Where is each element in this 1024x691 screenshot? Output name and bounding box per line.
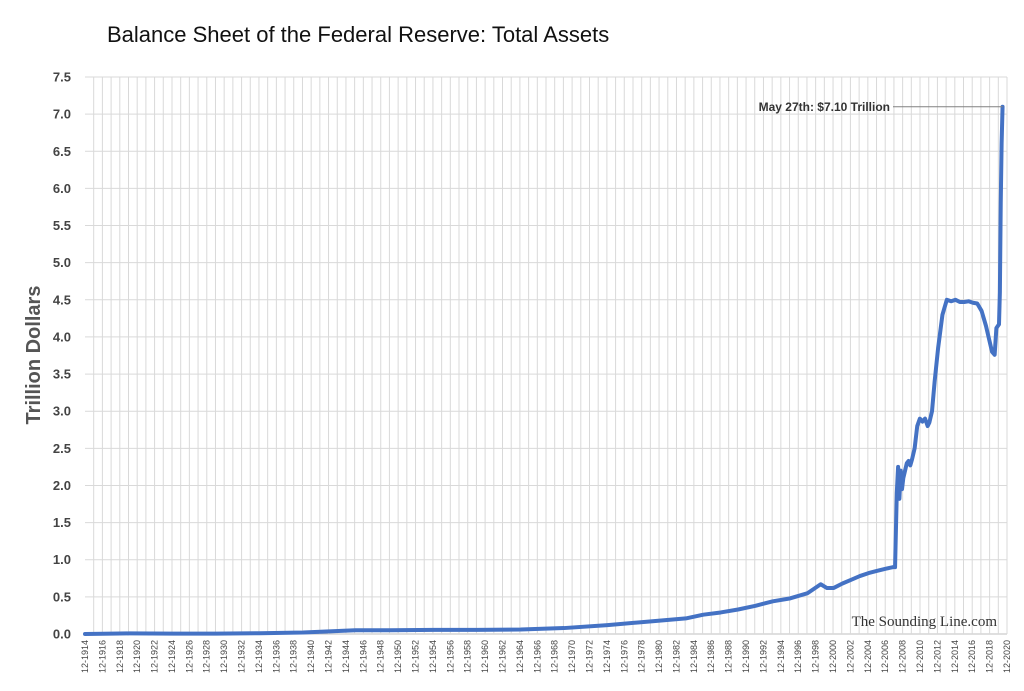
x-tick-label: 12-2008 — [898, 640, 908, 673]
watermark-text: The Sounding Line.com — [852, 614, 998, 630]
x-axis-ticks: 12-1914 12-1916 12-1918 12-1920 12-1922 12-19… — [80, 640, 1012, 673]
y-tick-label: 3.5 — [53, 367, 71, 382]
x-tick-label: 12-1984 — [689, 640, 699, 673]
x-tick-label: 12-1922 — [150, 640, 160, 673]
x-tick-label: 12-1980 — [654, 640, 664, 673]
y-tick-label: 7.5 — [53, 70, 71, 85]
annotation-layer: May 27th: $7.10 Trillion — [759, 100, 1003, 114]
x-tick-label: 12-1944 — [341, 640, 351, 673]
x-tick-label: 12-1952 — [410, 640, 420, 673]
x-tick-label: 12-1964 — [515, 640, 525, 673]
x-tick-label: 12-1950 — [393, 640, 403, 673]
x-tick-label: 12-1954 — [428, 640, 438, 673]
y-axis-label: Trillion Dollars — [23, 286, 45, 425]
x-tick-label: 12-2018 — [985, 640, 995, 673]
series-layer — [83, 104, 1005, 636]
x-tick-label: 12-1924 — [167, 640, 177, 673]
y-tick-label: 1.5 — [53, 515, 71, 530]
x-tick-label: 12-1988 — [724, 640, 734, 673]
y-tick-label: 2.5 — [53, 441, 71, 456]
y-tick-label: 5.0 — [53, 255, 71, 270]
x-tick-label: 12-2012 — [932, 640, 942, 673]
x-tick-label: 12-1920 — [132, 640, 142, 673]
x-tick-label: 12-2004 — [863, 640, 873, 673]
y-tick-label: 1.0 — [53, 552, 71, 567]
x-tick-label: 12-2000 — [828, 640, 838, 673]
x-tick-label: 12-1914 — [80, 640, 90, 673]
x-tick-label: 12-2014 — [950, 640, 960, 673]
x-tick-label: 12-1960 — [480, 640, 490, 673]
x-tick-label: 12-1958 — [463, 640, 473, 673]
x-tick-label: 12-1934 — [254, 640, 264, 673]
x-tick-label: 12-1994 — [776, 640, 786, 673]
x-tick-label: 12-2020 — [1002, 640, 1012, 673]
x-tick-label: 12-1998 — [811, 640, 821, 673]
annotation-label: May 27th: $7.10 Trillion — [759, 100, 890, 114]
x-tick-label: 12-1966 — [532, 640, 542, 673]
x-tick-label: 12-1962 — [497, 640, 507, 673]
y-tick-label: 6.0 — [53, 181, 71, 196]
y-tick-label: 4.5 — [53, 292, 71, 307]
series-line-0 — [83, 104, 1005, 636]
x-tick-label: 12-2010 — [915, 640, 925, 673]
y-tick-label: 2.0 — [53, 478, 71, 493]
x-tick-label: 12-1930 — [219, 640, 229, 673]
chart-title: Balance Sheet of the Federal Reserve: To… — [107, 22, 609, 47]
y-tick-label: 4.0 — [53, 329, 71, 344]
x-tick-label: 12-1928 — [202, 640, 212, 673]
x-tick-label: 12-1974 — [602, 640, 612, 673]
y-axis-ticks: 0.0 0.5 1.0 1.5 2.0 2.5 3.0 3.5 4.0 4.5 5.0 5.5 6.0 6… — [53, 70, 71, 642]
x-tick-label: 12-1936 — [271, 640, 281, 673]
x-tick-label: 12-1948 — [376, 640, 386, 673]
y-tick-label: 3.0 — [53, 404, 71, 419]
x-tick-label: 12-1918 — [115, 640, 125, 673]
x-tick-label: 12-1978 — [637, 640, 647, 673]
x-tick-label: 12-1940 — [306, 640, 316, 673]
x-tick-label: 12-1968 — [550, 640, 560, 673]
y-tick-label: 7.0 — [53, 107, 71, 122]
gridlines — [85, 76, 1008, 635]
x-tick-label: 12-1932 — [237, 640, 247, 673]
y-tick-label: 0.0 — [53, 627, 71, 642]
y-tick-label: 6.5 — [53, 144, 71, 159]
x-tick-label: 12-1926 — [184, 640, 194, 673]
x-tick-label: 12-1996 — [793, 640, 803, 673]
x-tick-label: 12-1982 — [671, 640, 681, 673]
x-tick-label: 12-1942 — [324, 640, 334, 673]
y-tick-label: 0.5 — [53, 589, 71, 604]
x-tick-label: 12-1986 — [706, 640, 716, 673]
x-tick-label: 12-2002 — [845, 640, 855, 673]
x-tick-label: 12-2006 — [880, 640, 890, 673]
x-tick-label: 12-1976 — [619, 640, 629, 673]
x-tick-label: 12-1946 — [358, 640, 368, 673]
x-tick-label: 12-1972 — [584, 640, 594, 673]
x-tick-label: 12-1990 — [741, 640, 751, 673]
x-tick-label: 12-1938 — [289, 640, 299, 673]
y-tick-label: 5.5 — [53, 218, 71, 233]
x-tick-label: 12-1916 — [97, 640, 107, 673]
x-tick-label: 12-1956 — [445, 640, 455, 673]
x-tick-label: 12-2016 — [967, 640, 977, 673]
x-tick-label: 12-1992 — [758, 640, 768, 673]
x-tick-label: 12-1970 — [567, 640, 577, 673]
